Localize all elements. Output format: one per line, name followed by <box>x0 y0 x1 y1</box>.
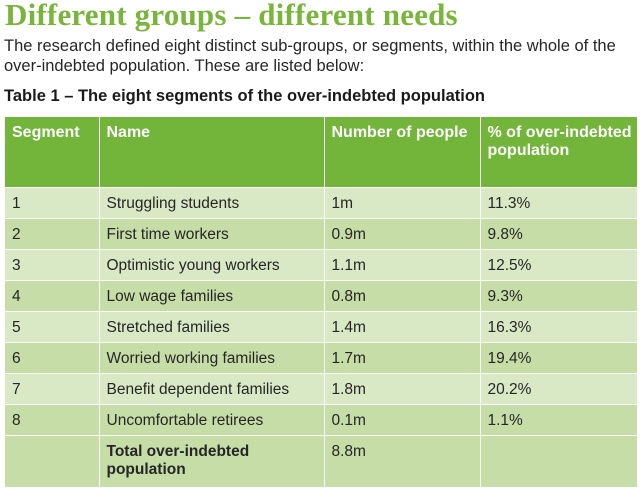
table-header-row: Segment Name Number of people % of over-… <box>5 117 637 188</box>
cell-number: 1.4m <box>324 311 481 343</box>
table-row: 4 Low wage families 0.8m 9.3% <box>5 280 637 312</box>
cell-name: Benefit dependent families <box>99 373 325 405</box>
cell-name: Stretched families <box>99 311 325 343</box>
intro-paragraph: The research defined eight distinct sub-… <box>4 37 616 75</box>
page-heading: Different groups – different needs <box>5 0 458 32</box>
cell-total-percent <box>480 435 637 488</box>
header-name: Name <box>99 117 325 188</box>
table-row: 5 Stretched families 1.4m 16.3% <box>5 311 637 343</box>
cell-name: Struggling students <box>99 187 325 219</box>
cell-segment: 2 <box>5 218 100 250</box>
cell-name: First time workers <box>99 218 325 250</box>
table-row: 6 Worried working families 1.7m 19.4% <box>5 342 637 374</box>
table-total-row: Total over-indebted population 8.8m <box>5 435 637 488</box>
cell-percent: 1.1% <box>480 404 637 436</box>
table-caption: Table 1 – The eight segments of the over… <box>4 87 485 105</box>
cell-number: 1m <box>324 187 481 219</box>
cell-segment: 5 <box>5 311 100 343</box>
cell-segment: 7 <box>5 373 100 405</box>
cell-total-label: Total over-indebted population <box>99 435 325 488</box>
cell-percent: 11.3% <box>480 187 637 219</box>
cell-name: Low wage families <box>99 280 325 312</box>
cell-segment: 3 <box>5 249 100 281</box>
cell-percent: 9.3% <box>480 280 637 312</box>
cell-percent: 20.2% <box>480 373 637 405</box>
table-row: 3 Optimistic young workers 1.1m 12.5% <box>5 249 637 281</box>
cell-segment: 8 <box>5 404 100 436</box>
cell-percent: 16.3% <box>480 311 637 343</box>
cell-number: 0.1m <box>324 404 481 436</box>
cell-number: 1.1m <box>324 249 481 281</box>
cell-segment: 1 <box>5 187 100 219</box>
cell-percent: 9.8% <box>480 218 637 250</box>
cell-number: 0.8m <box>324 280 481 312</box>
table-row: 2 First time workers 0.9m 9.8% <box>5 218 637 250</box>
header-segment: Segment <box>5 117 100 188</box>
cell-total-number: 8.8m <box>324 435 481 488</box>
header-percent-of-population: % of over-indebted population <box>480 117 637 188</box>
segments-table: Segment Name Number of people % of over-… <box>5 117 637 488</box>
table-row: 8 Uncomfortable retirees 0.1m 1.1% <box>5 404 637 436</box>
cell-number: 0.9m <box>324 218 481 250</box>
cell-segment: 6 <box>5 342 100 374</box>
cell-percent: 12.5% <box>480 249 637 281</box>
cell-name: Uncomfortable retirees <box>99 404 325 436</box>
cell-name: Optimistic young workers <box>99 249 325 281</box>
cell-number: 1.7m <box>324 342 481 374</box>
cell-total-segment <box>5 435 100 488</box>
cell-segment: 4 <box>5 280 100 312</box>
cell-name: Worried working families <box>99 342 325 374</box>
cell-percent: 19.4% <box>480 342 637 374</box>
header-number-of-people: Number of people <box>324 117 481 188</box>
cell-number: 1.8m <box>324 373 481 405</box>
table-row: 7 Benefit dependent families 1.8m 20.2% <box>5 373 637 405</box>
table-row: 1 Struggling students 1m 11.3% <box>5 187 637 219</box>
